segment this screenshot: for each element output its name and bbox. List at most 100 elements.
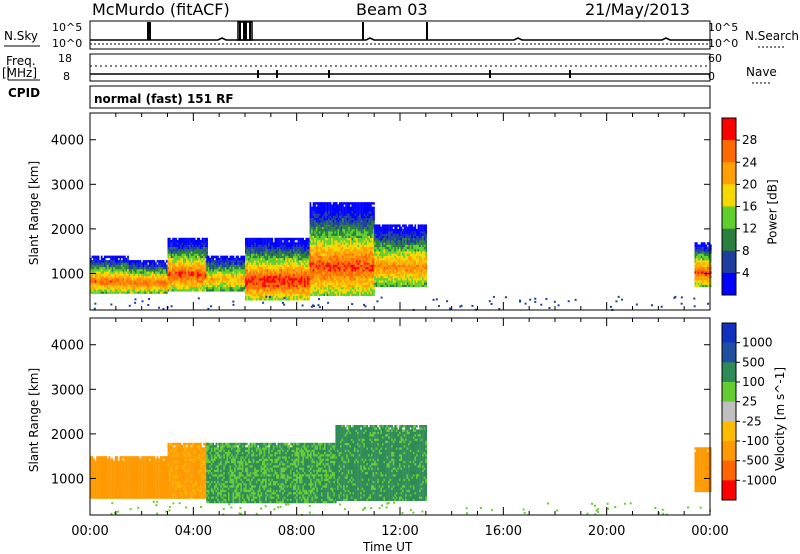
echo-cell [309, 226, 312, 230]
echo-cell [335, 284, 338, 288]
echo-cell [325, 244, 327, 248]
echo-cell [96, 260, 98, 263]
echo-cell [262, 244, 264, 248]
echo-cell [352, 211, 355, 214]
echo-cell [312, 208, 315, 212]
echo-cell [329, 222, 332, 225]
echo-cell [224, 260, 227, 263]
echo-cell [300, 277, 303, 281]
echo-cell [263, 260, 266, 263]
echo-cell [198, 253, 201, 256]
echo-cell [321, 273, 324, 276]
echo-cell [348, 246, 351, 250]
echo-cell [265, 240, 267, 243]
echo-cell [235, 289, 238, 292]
echo-cell [343, 224, 346, 227]
echo-cell [362, 262, 364, 265]
echo-cell [240, 257, 243, 261]
echo-cell [359, 211, 361, 214]
echo-cell [283, 291, 286, 294]
echo-cell [193, 275, 196, 279]
echo-cell [339, 231, 341, 234]
echo-cell [258, 297, 261, 301]
echo-cell [186, 240, 188, 243]
echo-cell [221, 266, 224, 270]
echo-cell [175, 286, 177, 290]
echo-cell [210, 262, 213, 265]
echo-cell [328, 217, 330, 221]
echo-cell [272, 275, 275, 279]
echo-cell [352, 233, 355, 236]
echo-cell [147, 280, 150, 283]
echo-cell [212, 260, 215, 263]
echo-cell [345, 266, 347, 270]
echo-cell [246, 257, 249, 261]
echo-cell [332, 271, 335, 274]
echo-cell [232, 255, 235, 259]
echo-cell [337, 244, 340, 248]
echo-cell [285, 277, 287, 281]
echo-cell [317, 271, 320, 274]
echo-cell [201, 257, 204, 261]
echo-cell [360, 233, 363, 236]
echo-cell [375, 260, 378, 263]
echo-cell [299, 240, 301, 243]
echo-cell [195, 257, 198, 261]
echo-cell [359, 237, 361, 241]
echo-cell [309, 237, 312, 241]
echo-cell [357, 293, 360, 297]
echo-cell [351, 204, 354, 207]
echo-cell [229, 266, 232, 270]
echo-cell [193, 240, 196, 243]
echo-cell [246, 237, 249, 241]
echo-cell [196, 280, 199, 283]
echo-cell [323, 248, 326, 252]
echo-cell [116, 291, 119, 294]
echo-cell [291, 251, 294, 254]
echo-cell [349, 228, 352, 232]
freq-label: Freq. [6, 54, 36, 68]
echo-cell [294, 297, 297, 301]
echo-cell [224, 277, 227, 281]
echo-cell [139, 286, 142, 290]
echo-cell [102, 284, 105, 288]
echo-cell [235, 262, 238, 265]
echo-cell [283, 282, 286, 285]
echo-cell [282, 262, 284, 265]
echo-cell [204, 262, 207, 265]
echo-cell [305, 240, 308, 243]
echo-cell [312, 268, 315, 272]
echo-cell [286, 297, 289, 301]
echo-cell [308, 293, 311, 297]
echo-cell [187, 262, 190, 265]
echo-cell [176, 268, 179, 272]
echo-cell [183, 260, 185, 263]
echo-cell [113, 291, 115, 294]
echo-cell [317, 257, 320, 261]
echo-cell [363, 228, 366, 232]
echo-cell [363, 219, 366, 223]
echo-cell [314, 204, 316, 207]
echo-cell [105, 268, 108, 272]
echo-cell [158, 286, 160, 290]
echo-cell [189, 244, 191, 248]
echo-cell [145, 275, 148, 279]
echo-cell [354, 202, 357, 205]
echo-cell [380, 251, 383, 254]
echo-cell [279, 271, 281, 274]
echo-cell [229, 282, 232, 285]
echo-cell [159, 275, 162, 279]
echo-cell [343, 213, 346, 216]
echo-cell [370, 266, 372, 270]
echo-cell [268, 242, 270, 245]
echo-cell [323, 277, 326, 281]
echo-cell [134, 260, 137, 263]
echo-cell [305, 271, 308, 274]
echo-cell [323, 257, 326, 261]
echo-cell [161, 275, 163, 279]
echo-cell [173, 253, 176, 256]
echo-cell [377, 268, 379, 272]
echo-cell [363, 248, 366, 252]
echo-cell [308, 262, 311, 265]
echo-cell [258, 253, 261, 256]
